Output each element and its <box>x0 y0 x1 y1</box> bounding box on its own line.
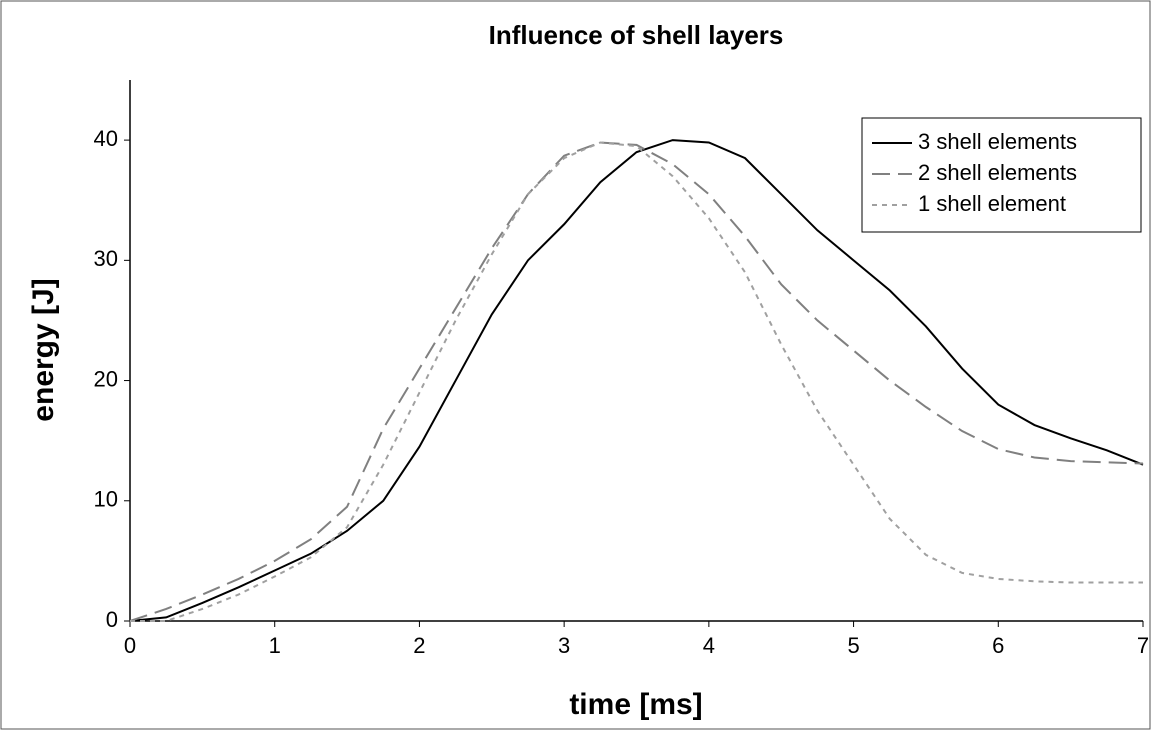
legend-label: 1 shell element <box>918 191 1066 216</box>
legend-label: 2 shell elements <box>918 160 1077 185</box>
series-line <box>130 141 1143 622</box>
legend-label: 3 shell elements <box>918 129 1077 154</box>
x-axis-label: time [ms] <box>569 688 702 721</box>
x-tick-label: 1 <box>269 633 281 658</box>
x-tick-label: 7 <box>1137 633 1149 658</box>
y-axis-label: energy [J] <box>27 278 60 421</box>
x-tick-label: 3 <box>558 633 570 658</box>
y-tick-label: 40 <box>94 126 118 151</box>
y-tick-label: 30 <box>94 246 118 271</box>
y-tick-label: 20 <box>94 366 118 391</box>
y-tick-label: 0 <box>106 607 118 632</box>
y-tick-label: 10 <box>94 487 118 512</box>
x-tick-label: 0 <box>124 633 136 658</box>
chart-title: Influence of shell layers <box>489 20 784 50</box>
x-tick-label: 6 <box>992 633 1004 658</box>
series-line <box>129 141 1144 622</box>
x-tick-label: 5 <box>847 633 859 658</box>
x-tick-label: 4 <box>703 633 715 658</box>
series-line <box>129 139 1144 622</box>
x-tick-label: 2 <box>413 633 425 658</box>
